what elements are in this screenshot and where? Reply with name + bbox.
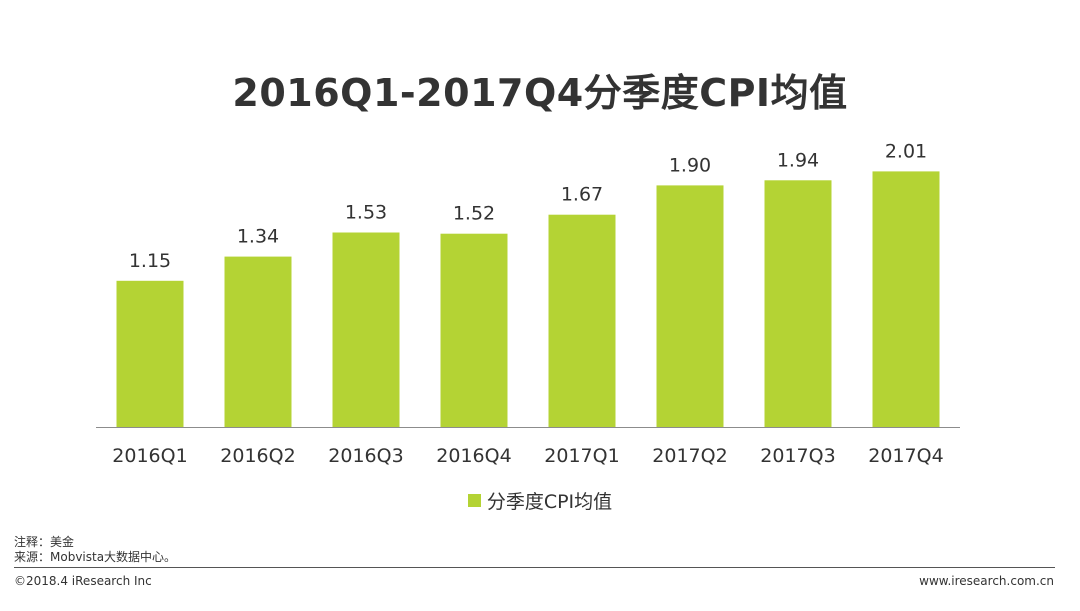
value-label-2016Q4: 1.52 <box>453 203 495 225</box>
source-text: 来源：Mobvista大数据中心。 <box>14 550 177 564</box>
value-label-2017Q4: 2.01 <box>885 140 927 162</box>
note-text: 注释：美金 <box>14 535 75 549</box>
category-label-2017Q1: 2017Q1 <box>544 445 619 467</box>
category-label-2017Q3: 2017Q3 <box>760 445 835 467</box>
value-label-2016Q2: 1.34 <box>237 226 279 248</box>
website-text: www.iresearch.com.cn <box>919 574 1054 588</box>
bars-group <box>116 171 940 427</box>
legend-label: 分季度CPI均值 <box>486 491 613 513</box>
value-label-2016Q1: 1.15 <box>129 250 171 272</box>
notes: 注释：美金 来源：Mobvista大数据中心。 <box>14 535 176 565</box>
value-label-2017Q3: 1.94 <box>777 149 819 171</box>
bar-2017Q3 <box>764 180 832 427</box>
legend-swatch <box>467 494 481 507</box>
footer-divider <box>14 567 1055 568</box>
value-label-2017Q2: 1.90 <box>669 154 711 176</box>
bar-2017Q2 <box>656 185 724 427</box>
category-label-2016Q3: 2016Q3 <box>328 445 403 467</box>
category-label-2017Q4: 2017Q4 <box>868 445 943 467</box>
bar-2016Q3 <box>332 232 400 427</box>
copyright-text: ©2018.4 iResearch Inc <box>14 574 152 588</box>
bar-2016Q1 <box>116 280 184 427</box>
category-label-2016Q2: 2016Q2 <box>220 445 295 467</box>
bar-2017Q1 <box>548 214 616 427</box>
legend: 分季度CPI均值 <box>0 487 1080 514</box>
value-labels-group: 1.15 1.34 1.53 1.52 1.67 1.90 1.94 2.01 <box>129 140 927 271</box>
bar-2016Q4 <box>440 233 508 427</box>
chart-title: 2016Q1-2017Q4分季度CPI均值 <box>232 71 848 115</box>
category-label-2016Q4: 2016Q4 <box>436 445 511 467</box>
value-label-2017Q1: 1.67 <box>561 184 603 206</box>
value-label-2016Q3: 1.53 <box>345 202 387 224</box>
bar-2016Q2 <box>224 256 292 427</box>
category-labels-group: 2016Q1 2016Q2 2016Q3 2016Q4 2017Q1 2017Q2 2017… <box>112 445 943 467</box>
category-label-2017Q2: 2017Q2 <box>652 445 727 467</box>
bar-2017Q4 <box>872 171 940 427</box>
category-label-2016Q1: 2016Q1 <box>112 445 187 467</box>
